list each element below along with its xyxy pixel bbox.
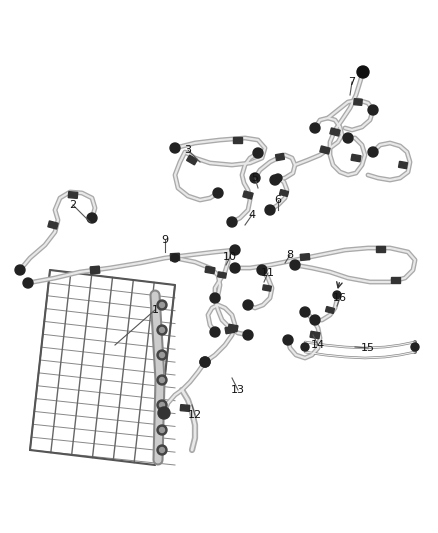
- Bar: [310, 332, 320, 339]
- Circle shape: [87, 213, 97, 223]
- Circle shape: [283, 335, 293, 345]
- Circle shape: [368, 147, 378, 157]
- Circle shape: [159, 448, 165, 453]
- Bar: [276, 154, 284, 160]
- Bar: [279, 190, 289, 197]
- Circle shape: [213, 188, 223, 198]
- Text: 5: 5: [251, 173, 258, 183]
- Circle shape: [171, 254, 179, 262]
- Bar: [351, 154, 361, 161]
- Circle shape: [310, 123, 320, 133]
- Text: 14: 14: [311, 340, 325, 350]
- Bar: [218, 272, 226, 278]
- Circle shape: [157, 400, 167, 410]
- Bar: [170, 253, 180, 261]
- Circle shape: [157, 325, 167, 335]
- Circle shape: [357, 66, 369, 78]
- Circle shape: [230, 245, 240, 255]
- Bar: [228, 324, 238, 332]
- Text: 7: 7: [349, 77, 356, 87]
- Text: 1: 1: [152, 305, 159, 315]
- Text: 3: 3: [184, 145, 191, 155]
- Circle shape: [210, 293, 220, 303]
- Bar: [243, 191, 253, 199]
- Circle shape: [411, 343, 419, 351]
- Circle shape: [333, 291, 341, 299]
- Circle shape: [301, 343, 309, 351]
- Bar: [354, 99, 362, 106]
- Circle shape: [157, 300, 167, 310]
- Circle shape: [300, 307, 310, 317]
- Text: 13: 13: [231, 385, 245, 395]
- Circle shape: [243, 300, 253, 310]
- Circle shape: [310, 315, 320, 325]
- Circle shape: [159, 352, 165, 358]
- Circle shape: [157, 425, 167, 435]
- Bar: [300, 254, 310, 261]
- Circle shape: [200, 357, 210, 367]
- Bar: [225, 326, 235, 334]
- Bar: [187, 155, 198, 165]
- Circle shape: [290, 260, 300, 270]
- Circle shape: [170, 143, 180, 153]
- Bar: [205, 266, 215, 274]
- Circle shape: [243, 330, 253, 340]
- Circle shape: [23, 278, 33, 288]
- Bar: [330, 128, 340, 136]
- Circle shape: [159, 377, 165, 383]
- Circle shape: [343, 133, 353, 143]
- Circle shape: [159, 303, 165, 308]
- Circle shape: [227, 217, 237, 227]
- Text: 12: 12: [188, 410, 202, 420]
- Circle shape: [200, 357, 210, 367]
- Circle shape: [265, 205, 275, 215]
- Circle shape: [157, 445, 167, 455]
- Circle shape: [158, 407, 170, 419]
- Bar: [391, 277, 399, 283]
- Bar: [399, 161, 407, 168]
- Bar: [325, 306, 335, 313]
- Circle shape: [15, 265, 25, 275]
- Circle shape: [274, 174, 282, 182]
- Text: 8: 8: [286, 250, 293, 260]
- Circle shape: [250, 173, 260, 183]
- Circle shape: [157, 375, 167, 385]
- Text: 11: 11: [261, 268, 275, 278]
- Text: 2: 2: [70, 200, 77, 210]
- Bar: [180, 405, 190, 411]
- Circle shape: [159, 427, 165, 432]
- Circle shape: [253, 148, 263, 158]
- Bar: [68, 192, 78, 198]
- Bar: [375, 246, 385, 252]
- Circle shape: [159, 327, 165, 333]
- Circle shape: [368, 105, 378, 115]
- Bar: [263, 285, 272, 291]
- Circle shape: [159, 402, 165, 408]
- Circle shape: [157, 350, 167, 360]
- Circle shape: [210, 327, 220, 337]
- Text: 6: 6: [275, 195, 282, 205]
- Text: 4: 4: [248, 210, 255, 220]
- Bar: [320, 146, 330, 154]
- Bar: [48, 221, 58, 229]
- Bar: [90, 266, 100, 274]
- Text: 15: 15: [361, 343, 375, 353]
- Text: 10: 10: [223, 252, 237, 262]
- Circle shape: [270, 175, 280, 185]
- Text: 16: 16: [333, 293, 347, 303]
- Circle shape: [230, 263, 240, 273]
- Circle shape: [257, 265, 267, 275]
- Bar: [233, 137, 241, 143]
- Text: 9: 9: [162, 235, 169, 245]
